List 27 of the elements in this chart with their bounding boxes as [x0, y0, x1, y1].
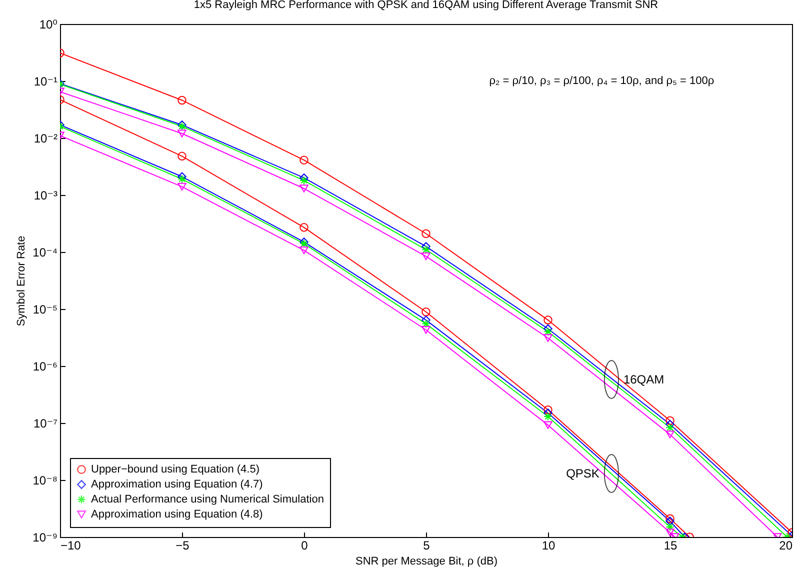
- y-tick-label: 10⁻⁶: [32, 360, 58, 374]
- y-tick-label: 10⁰: [39, 18, 58, 32]
- y-tick-label: 10⁻⁹: [32, 530, 58, 544]
- annotation: ρ₂ = ρ/10, ρ₃ = ρ/100, ρ₄ = 10ρ, and ρ₅ = 100ρ: [489, 75, 714, 87]
- y-tick-label: 10⁻⁵: [32, 302, 58, 316]
- chart-title: 1x5 Rayleigh MRC Performance with QPSK and 16QAM using Different Average Transmit SNR: [194, 0, 658, 11]
- y-tick-label: 10⁻¹: [34, 74, 58, 88]
- annotation: 16QAM: [623, 372, 664, 386]
- y-tick-label: 10⁻⁴: [32, 246, 58, 260]
- x-tick-label: 10: [542, 538, 556, 552]
- x-axis-title: SNR per Message Bit, ρ (dB): [356, 556, 498, 568]
- legend-label: Actual Performance using Numerical Simulation: [91, 494, 324, 506]
- x-tick-label: 20: [779, 538, 793, 552]
- y-tick-label: 10⁻³: [34, 188, 58, 202]
- legend-label: Upper−bound using Equation (4.5): [91, 464, 260, 476]
- y-tick-label: 10⁻⁷: [33, 416, 58, 430]
- annotation: QPSK: [566, 466, 600, 481]
- y-tick-label: 10⁻⁸: [32, 474, 58, 488]
- y-axis-title: Symbol Error Rate: [16, 236, 28, 326]
- x-tick-label: 5: [423, 538, 430, 552]
- x-tick-label: 0: [301, 538, 308, 552]
- x-tick-label: −10: [60, 538, 82, 552]
- x-tick-label: 15: [664, 538, 678, 552]
- y-tick-label: 10⁻²: [34, 132, 58, 146]
- x-tick-label: −5: [176, 538, 190, 552]
- legend-label: Approximation using Equation (4.7): [91, 478, 263, 490]
- legend-label: Approximation using Equation (4.8): [91, 508, 263, 520]
